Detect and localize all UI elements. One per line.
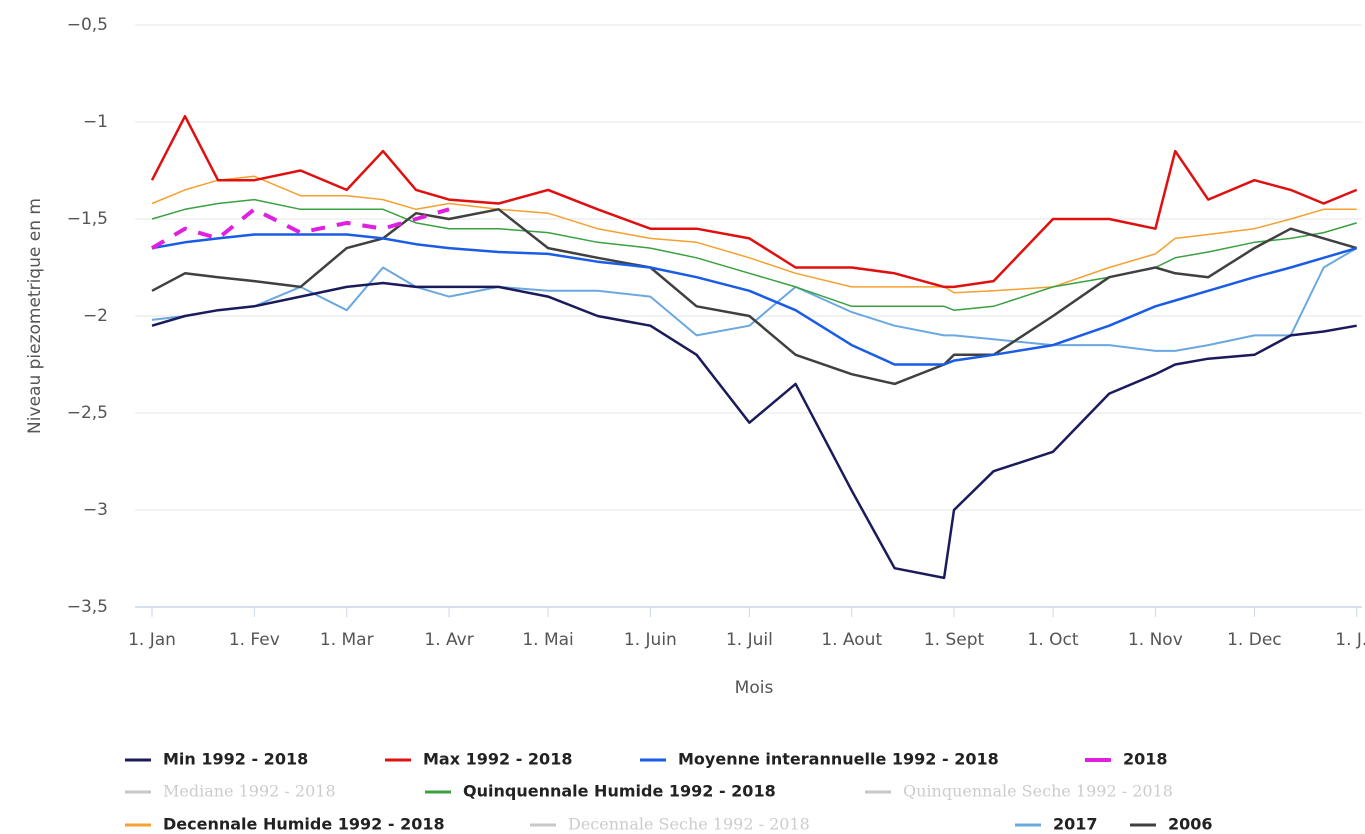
y-tick-label: −2 (83, 306, 108, 326)
legend-label[interactable]: 2017 (1053, 815, 1098, 834)
x-tick-label: 1. Avr (424, 630, 473, 650)
series-line (151, 247, 1358, 352)
x-tick-label: 1. Oct (1028, 630, 1079, 650)
legend-label[interactable]: Min 1992 - 2018 (163, 750, 308, 769)
x-tick-label: 1. Nov (1128, 630, 1183, 650)
legend-label[interactable]: 2006 (1168, 815, 1213, 834)
y-tick-label: −1 (83, 112, 108, 132)
legend-label[interactable]: Quinquennale Humide 1992 - 2018 (463, 782, 776, 801)
y-tick-label: −3,5 (67, 597, 108, 617)
x-axis-title: Mois (735, 678, 774, 698)
legend-label[interactable]: Quinquennale Seche 1992 - 2018 (903, 782, 1173, 801)
series-line (151, 208, 1358, 386)
x-tick-label: 1. Aout (821, 630, 882, 650)
x-tick-label: 1. Mar (320, 630, 374, 650)
series-line (151, 281, 1357, 580)
x-tick-label: 1. Jan (128, 630, 176, 650)
x-tick-label: 1. Dec (1227, 630, 1282, 650)
series-line (151, 233, 1358, 366)
legend-label[interactable]: Decennale Humide 1992 - 2018 (163, 815, 445, 834)
legend-label[interactable]: Decennale Seche 1992 - 2018 (568, 815, 810, 834)
legend-label[interactable]: Mediane 1992 - 2018 (163, 782, 336, 801)
series-line (151, 175, 1357, 294)
y-axis-title: Niveau piezometrique en m (25, 198, 45, 434)
x-tick-label: 1. Sept (924, 630, 985, 650)
legend-label[interactable]: Moyenne interannuelle 1992 - 2018 (678, 750, 999, 769)
series-line (151, 198, 1357, 311)
series-line (150, 114, 1358, 289)
legend-label[interactable]: 2018 (1123, 750, 1168, 769)
x-tick-label: 1. Mai (522, 630, 573, 650)
y-tick-label: −1,5 (67, 209, 108, 229)
y-tick-label: −0,5 (67, 15, 108, 35)
x-tick-label: 1. Fev (229, 630, 280, 650)
y-tick-label: −2,5 (67, 403, 108, 423)
x-tick-label: 1. J... (1335, 630, 1365, 650)
y-tick-label: −3 (83, 500, 108, 520)
legend-label[interactable]: Max 1992 - 2018 (423, 750, 572, 769)
x-tick-label: 1. Juil (726, 630, 773, 650)
x-tick-label: 1. Juin (624, 630, 677, 650)
